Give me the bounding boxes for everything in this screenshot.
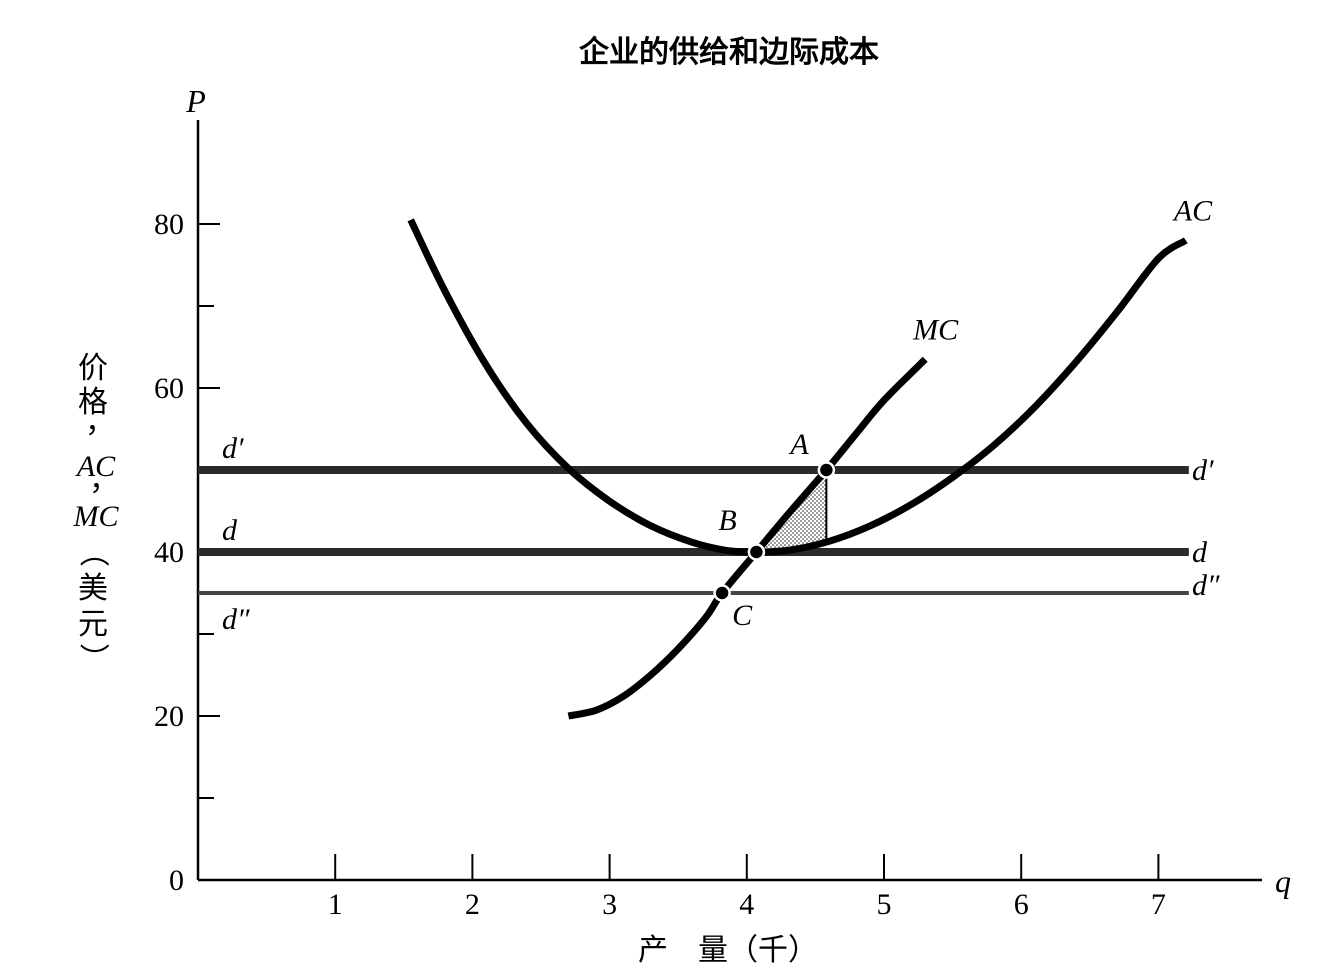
y-axis-label-part: ） — [75, 643, 110, 673]
y-tick-label: 80 — [154, 208, 184, 241]
axes — [196, 120, 1262, 882]
x-axis-symbol: q — [1275, 863, 1291, 899]
point-c — [713, 584, 731, 602]
demand-lines: d′d′ddd″d″ — [198, 432, 1220, 636]
demand-label-right: d′ — [1192, 454, 1214, 487]
y-axis-label-part: 价 — [78, 351, 108, 386]
point-label-a: A — [788, 428, 809, 461]
y-axis-label-part: MC — [73, 500, 120, 533]
y-axis-label: 价格，AC，MC（美元） — [73, 351, 120, 673]
point-b — [747, 543, 766, 561]
y-axis-label-part: （ — [75, 537, 110, 567]
y-axis-label-part: ， — [85, 405, 115, 440]
x-tick-label: 6 — [1014, 888, 1029, 921]
y-axis-symbol: P — [185, 83, 206, 119]
point-label-b: B — [718, 504, 736, 537]
y-axis-label-part: AC — [75, 450, 116, 483]
ac-curve — [407, 218, 1188, 556]
point-a — [817, 461, 836, 479]
x-axis-label: 产 量（千） — [638, 933, 818, 968]
demand-label-left: d — [222, 514, 238, 547]
chart-title: 企业的供给和边际成本 — [579, 35, 879, 70]
x-axis-ticks: 1 2 3 4 5 6 7 — [328, 854, 1166, 921]
demand-label-left: d′ — [222, 432, 244, 465]
point-label-c: C — [732, 599, 753, 632]
x-tick-label: 2 — [465, 888, 480, 921]
y-tick-label: 40 — [154, 536, 184, 569]
mc-label: MC — [912, 313, 959, 346]
x-tick-label: 1 — [328, 888, 343, 921]
x-tick-label: 4 — [739, 888, 754, 921]
y-axis-label-part: 美 — [78, 571, 108, 606]
ac-label: AC — [1172, 194, 1213, 227]
y-tick-label: 20 — [154, 700, 184, 733]
y-axis-label-part: 格 — [78, 385, 108, 420]
demand-label-left: d″ — [222, 603, 250, 636]
x-tick-label: 3 — [602, 888, 617, 921]
intersection-points: A B C — [713, 428, 836, 632]
x-tick-label: 7 — [1151, 888, 1166, 921]
y-tick-label: 0 — [169, 864, 184, 897]
y-axis-label-part: 元 — [78, 607, 108, 642]
y-tick-label: 60 — [154, 372, 184, 405]
mc-curve — [567, 356, 928, 720]
demand-label-right: d — [1192, 536, 1208, 569]
demand-label-right: d″ — [1192, 569, 1220, 602]
y-axis-label-part: ， — [89, 463, 119, 498]
x-tick-label: 5 — [877, 888, 892, 921]
